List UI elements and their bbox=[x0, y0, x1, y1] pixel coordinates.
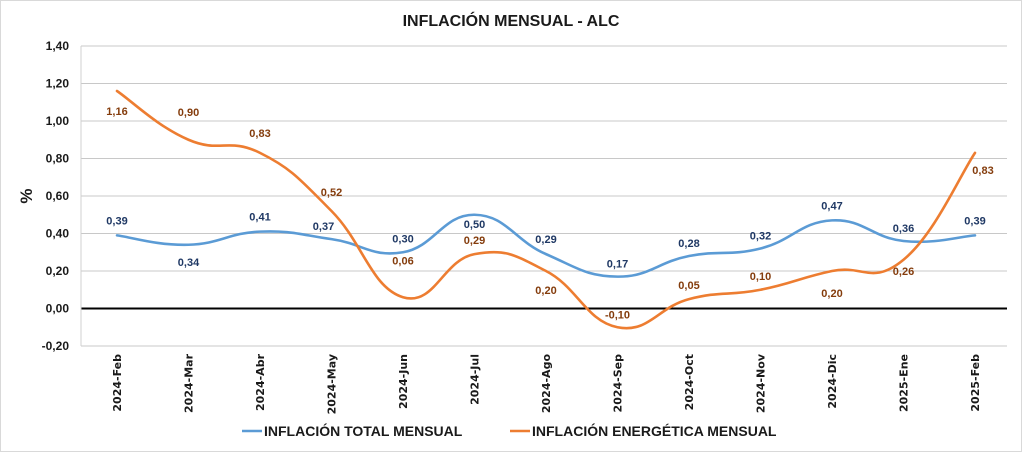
x-tick-label: 2024-Nov bbox=[755, 353, 768, 413]
y-axis-label: % bbox=[17, 188, 36, 203]
x-tick-label: 2024-Dic bbox=[826, 354, 839, 409]
x-tick-label: 2024-Mar bbox=[183, 353, 196, 413]
data-label: 0,06 bbox=[392, 255, 413, 267]
y-tick-label: -0,20 bbox=[42, 339, 70, 353]
y-tick-label: 1,00 bbox=[46, 114, 70, 128]
data-label: 0,36 bbox=[893, 223, 914, 235]
x-tick-label: 2024-Abr bbox=[254, 353, 267, 411]
y-tick-label: 1,20 bbox=[46, 77, 70, 91]
data-label: 0,37 bbox=[313, 221, 334, 233]
gridlines bbox=[80, 45, 1007, 347]
data-label: 0,47 bbox=[821, 200, 842, 212]
y-tick-label: 0,80 bbox=[46, 152, 70, 166]
data-label: 0,10 bbox=[750, 271, 771, 283]
y-tick-label: 1,40 bbox=[46, 39, 70, 53]
data-labels: 0,39 0,34 0,41 0,37 0,30 0,50 0,29 0,17 0,28 0,32… bbox=[106, 106, 993, 321]
data-label: 0,20 bbox=[821, 288, 842, 300]
data-label: 0,50 bbox=[464, 219, 485, 231]
data-label: 0,17 bbox=[607, 259, 628, 271]
y-tick-label: 0,00 bbox=[46, 302, 70, 316]
x-tick-label: 2024-Sep bbox=[612, 354, 625, 413]
data-label: 0,20 bbox=[535, 285, 556, 297]
y-tick-label: 0,20 bbox=[46, 264, 70, 278]
chart-title: INFLACIÓN MENSUAL - ALC bbox=[403, 11, 620, 30]
legend-label-energetica: INFLACIÓN ENERGÉTICA MENSUAL bbox=[532, 422, 777, 439]
x-tick-label: 2024-Ago bbox=[540, 354, 553, 414]
data-label: 0,30 bbox=[392, 233, 413, 245]
x-axis-ticks: 2024-Feb 2024-Mar 2024-Abr 2024-May 2024-Jun… bbox=[111, 353, 982, 414]
x-tick-label: 2024-May bbox=[326, 354, 339, 414]
x-tick-label: 2024-Oct bbox=[683, 354, 696, 410]
x-tick-label: 2024-Feb bbox=[111, 354, 124, 412]
data-label: 0,52 bbox=[321, 187, 342, 199]
legend-label-total: INFLACIÓN TOTAL MENSUAL bbox=[264, 422, 463, 439]
y-tick-label: 0,60 bbox=[46, 189, 70, 203]
data-label: 1,16 bbox=[106, 106, 127, 118]
data-label: 0,83 bbox=[249, 128, 270, 140]
series-lines bbox=[115, 89, 977, 330]
data-label: 0,90 bbox=[178, 107, 199, 119]
x-tick-label: 2024-Jun bbox=[397, 354, 410, 409]
data-label: 0,34 bbox=[178, 257, 200, 269]
series-line-energetica bbox=[115, 89, 977, 330]
y-tick-label: 0,40 bbox=[46, 227, 70, 241]
data-label: 0,29 bbox=[464, 235, 485, 247]
y-axis-ticks: -0,20 0,00 0,20 0,40 0,60 0,80 1,00 1,20 1,40 bbox=[42, 39, 70, 353]
data-label: 0,41 bbox=[249, 212, 270, 224]
data-label: 0,05 bbox=[678, 280, 699, 292]
series-line-total bbox=[115, 213, 977, 278]
data-label: 0,32 bbox=[750, 231, 771, 243]
x-tick-label: 2025-Ene bbox=[898, 354, 911, 412]
data-label: 0,26 bbox=[893, 266, 914, 278]
x-tick-label: 2025-Feb bbox=[969, 354, 982, 412]
x-tick-label: 2024-Jul bbox=[469, 354, 482, 405]
data-label: 0,39 bbox=[106, 215, 127, 227]
legend: INFLACIÓN TOTAL MENSUAL INFLACIÓN ENERGÉT… bbox=[242, 422, 777, 439]
data-label: 0,28 bbox=[678, 238, 699, 250]
data-label: -0,10 bbox=[605, 309, 630, 321]
data-label: 0,83 bbox=[972, 165, 993, 177]
data-label: 0,39 bbox=[964, 215, 985, 227]
data-label: 0,29 bbox=[535, 234, 556, 246]
